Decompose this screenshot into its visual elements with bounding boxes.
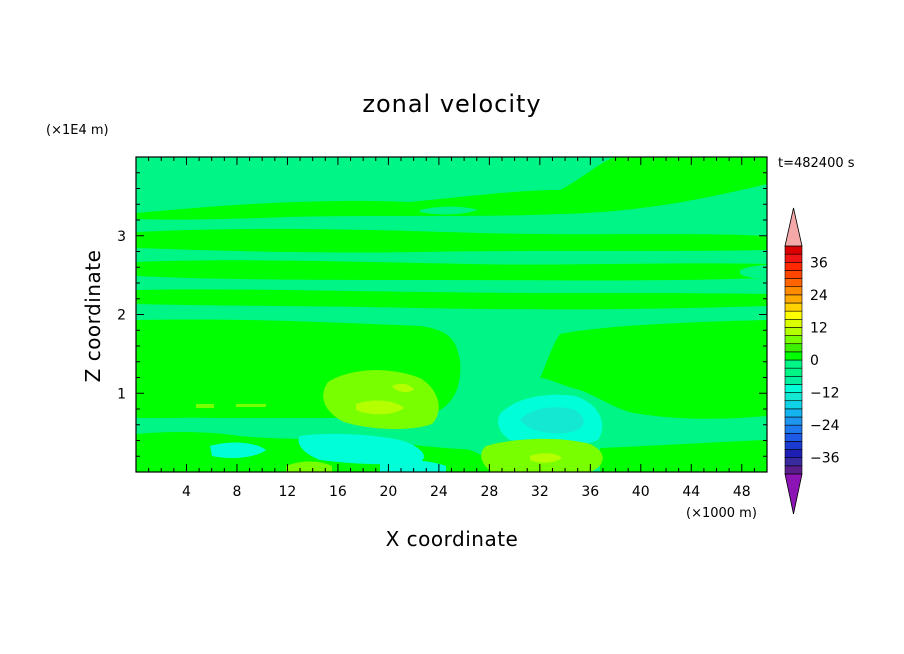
x-tick-label: 12 bbox=[279, 484, 297, 500]
colorbar-swatch bbox=[784, 384, 803, 393]
contour-band-yellowgreen bbox=[286, 461, 332, 472]
colorbar-swatch bbox=[784, 270, 803, 279]
colorbar-swatch bbox=[784, 416, 803, 426]
x-tick-label: 28 bbox=[480, 484, 498, 500]
x-tick-label: 44 bbox=[682, 484, 700, 500]
contour-band-yellowgreen bbox=[236, 404, 266, 407]
colorbar-swatch bbox=[784, 294, 803, 304]
contour-band-yellowgreen bbox=[196, 404, 214, 408]
colorbar-swatch bbox=[784, 261, 803, 271]
y-unit-label: (×1E4 m) bbox=[46, 123, 109, 138]
colorbar-swatch bbox=[784, 392, 803, 402]
colorbar-swatch bbox=[784, 310, 803, 320]
colorbar-swatch bbox=[784, 286, 803, 296]
colorbar-swatch bbox=[784, 367, 803, 377]
contour-band-yellow bbox=[356, 400, 404, 415]
colorbar-tick-label: 12 bbox=[810, 320, 828, 336]
contour-band-green bbox=[600, 440, 767, 472]
y-ticks: 1 2 3 bbox=[117, 172, 767, 457]
colorbar-swatch bbox=[784, 253, 803, 263]
contour-band-green bbox=[136, 289, 767, 310]
x-tick-label: 36 bbox=[581, 484, 599, 500]
x-unit-label: (×1000 m) bbox=[686, 506, 757, 521]
colorbar-swatch bbox=[784, 375, 803, 385]
colorbar-swatch bbox=[784, 278, 803, 288]
contour-band-teal bbox=[420, 206, 478, 215]
colorbar-swatch bbox=[784, 245, 803, 255]
contour-band-yellow bbox=[392, 383, 414, 393]
x-ticks: 4 8 12 16 20 24 28 32 36 40 44 48 bbox=[148, 157, 755, 500]
time-label: t=482400 s bbox=[778, 156, 855, 171]
colorbar-swatch bbox=[784, 327, 803, 336]
x-axis-label: X coordinate bbox=[386, 527, 519, 551]
contour-band-lightblue bbox=[520, 407, 584, 434]
colorbar-tick-label: 0 bbox=[810, 353, 819, 369]
x-tick-label: 8 bbox=[232, 484, 241, 500]
colorbar-tick-label: 24 bbox=[810, 288, 828, 304]
colorbar-tick-label: −36 bbox=[810, 451, 840, 467]
contour-band-yellow bbox=[530, 453, 562, 463]
x-tick-label: 32 bbox=[531, 484, 549, 500]
contour-band-cyan bbox=[210, 442, 266, 458]
y-axis-label: Z coordinate bbox=[81, 250, 105, 383]
contour-band-green bbox=[136, 157, 767, 220]
contour-band-teal bbox=[740, 265, 767, 279]
x-tick-label: 4 bbox=[182, 484, 191, 500]
colorbar-tick-label: −24 bbox=[810, 418, 840, 434]
colorbar-swatch bbox=[784, 424, 803, 434]
colorbar-swatch bbox=[784, 449, 803, 459]
x-tick-label: 48 bbox=[733, 484, 751, 500]
y-tick-label: 2 bbox=[117, 308, 126, 324]
contour-band-yellowgreen bbox=[323, 370, 439, 430]
colorbar-swatch bbox=[784, 432, 803, 442]
colorbar-swatch bbox=[784, 335, 803, 345]
x-tick-label: 24 bbox=[430, 484, 448, 500]
colorbar-swatch bbox=[784, 302, 803, 312]
contour-band-green bbox=[136, 260, 767, 281]
contour-band-cyan bbox=[298, 433, 424, 465]
colorbar-swatch bbox=[784, 318, 803, 328]
chart-title: zonal velocity bbox=[362, 90, 541, 118]
x-tick-label: 40 bbox=[632, 484, 650, 500]
colorbar-swatch bbox=[784, 400, 803, 410]
colorbar-swatch bbox=[784, 465, 803, 475]
contour-band-green bbox=[136, 228, 767, 253]
colorbar-swatch bbox=[784, 457, 803, 467]
colorbar-tick-label: −12 bbox=[810, 386, 840, 402]
colorbar-swatch bbox=[784, 351, 803, 361]
colorbar-swatch bbox=[784, 343, 803, 353]
y-tick-label: 1 bbox=[117, 386, 126, 402]
colorbar-tick-label: 36 bbox=[810, 255, 828, 271]
colorbar-swatch bbox=[784, 359, 803, 369]
plot-area bbox=[136, 157, 767, 472]
x-tick-label: 20 bbox=[379, 484, 397, 500]
colorbar-under-arrow bbox=[784, 473, 803, 515]
colorbar-swatch bbox=[784, 441, 803, 450]
contour-band-cyan bbox=[380, 459, 446, 472]
colorbar-swatch bbox=[784, 408, 803, 418]
contour-band-green bbox=[540, 320, 767, 419]
y-tick-label: 3 bbox=[117, 229, 126, 245]
colorbar-over-arrow bbox=[784, 207, 803, 247]
colorbar: 36 24 12 0 −12 −24 −36 bbox=[784, 207, 840, 515]
x-tick-label: 16 bbox=[329, 484, 347, 500]
